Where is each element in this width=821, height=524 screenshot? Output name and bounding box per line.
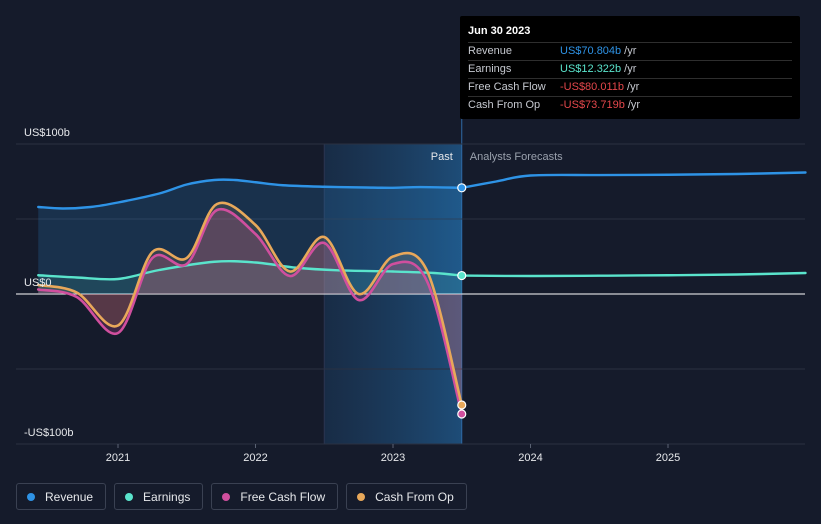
free-cash-flow-line — [36, 207, 464, 416]
free-cash-flow-area — [38, 209, 462, 414]
tooltip-row-earnings: Earnings US$12.322b /yr — [468, 61, 792, 79]
legend: Revenue Earnings Free Cash Flow Cash Fro… — [16, 483, 467, 510]
legend-item-free-cash-flow[interactable]: Free Cash Flow — [211, 483, 339, 510]
x-tick-label: 2024 — [518, 452, 542, 464]
revenue-forecast-line — [460, 171, 807, 189]
free-cash-flow-dot-icon — [222, 492, 231, 501]
forecast-label: Analysts Forecasts — [470, 151, 563, 163]
y-tick-label: US$0 — [24, 277, 52, 289]
free-cash-flow-point — [457, 409, 467, 419]
tooltip-row-free-cash-flow: Free Cash Flow -US$80.011b /yr — [468, 79, 792, 97]
tooltip-label: Revenue — [468, 45, 513, 57]
tooltip: Jun 30 2023 Revenue US$70.804b /yr Earni… — [460, 16, 800, 119]
tooltip-date: Jun 30 2023 — [468, 25, 792, 43]
revenue-point — [457, 183, 467, 193]
x-tick-label: 2021 — [106, 452, 130, 464]
tooltip-label: Earnings — [468, 63, 512, 75]
revenue-line — [37, 178, 463, 210]
y-tick-label: -US$100b — [24, 427, 74, 439]
tooltip-unit: /yr — [627, 81, 640, 93]
tooltip-label: Free Cash Flow — [468, 81, 546, 93]
revenue-dot-icon — [27, 492, 35, 501]
legend-label: Free Cash Flow — [240, 489, 326, 504]
earnings-area — [38, 261, 462, 294]
legend-label: Earnings — [143, 489, 191, 504]
x-tick-label: 2025 — [656, 452, 680, 464]
earnings-dot-icon — [125, 492, 134, 501]
past-label: Past — [431, 151, 453, 163]
legend-item-revenue[interactable]: Revenue — [16, 483, 107, 510]
cash-from-op-area — [38, 202, 462, 405]
y-tick-label: US$100b — [24, 127, 70, 139]
tooltip-row-revenue: Revenue US$70.804b /yr — [468, 43, 792, 61]
tooltip-unit: /yr — [624, 63, 637, 75]
earnings-point — [457, 270, 467, 281]
tooltip-value: US$70.804b — [560, 45, 622, 57]
cash-from-op-line — [36, 201, 464, 407]
earnings-line — [37, 259, 463, 281]
tooltip-value: -US$80.011b — [560, 81, 625, 93]
legend-label: Cash From Op — [375, 489, 454, 504]
tooltip-value: -US$73.719b — [560, 99, 625, 111]
x-tick-label: 2022 — [243, 452, 267, 464]
x-tick-label: 2023 — [381, 452, 405, 464]
cash-from-op-dot-icon — [357, 492, 366, 501]
cash-from-op-point — [457, 400, 467, 410]
tooltip-unit: /yr — [624, 45, 637, 57]
legend-item-cash-from-op[interactable]: Cash From Op — [346, 483, 467, 510]
earnings-forecast-line — [460, 271, 807, 278]
tooltip-row-cash-from-op: Cash From Op -US$73.719b /yr — [468, 97, 792, 114]
legend-item-earnings[interactable]: Earnings — [114, 483, 204, 510]
legend-label: Revenue — [45, 489, 94, 504]
tooltip-label: Cash From Op — [468, 99, 541, 111]
tooltip-unit: /yr — [627, 99, 641, 111]
tooltip-value: US$12.322b — [560, 63, 622, 75]
